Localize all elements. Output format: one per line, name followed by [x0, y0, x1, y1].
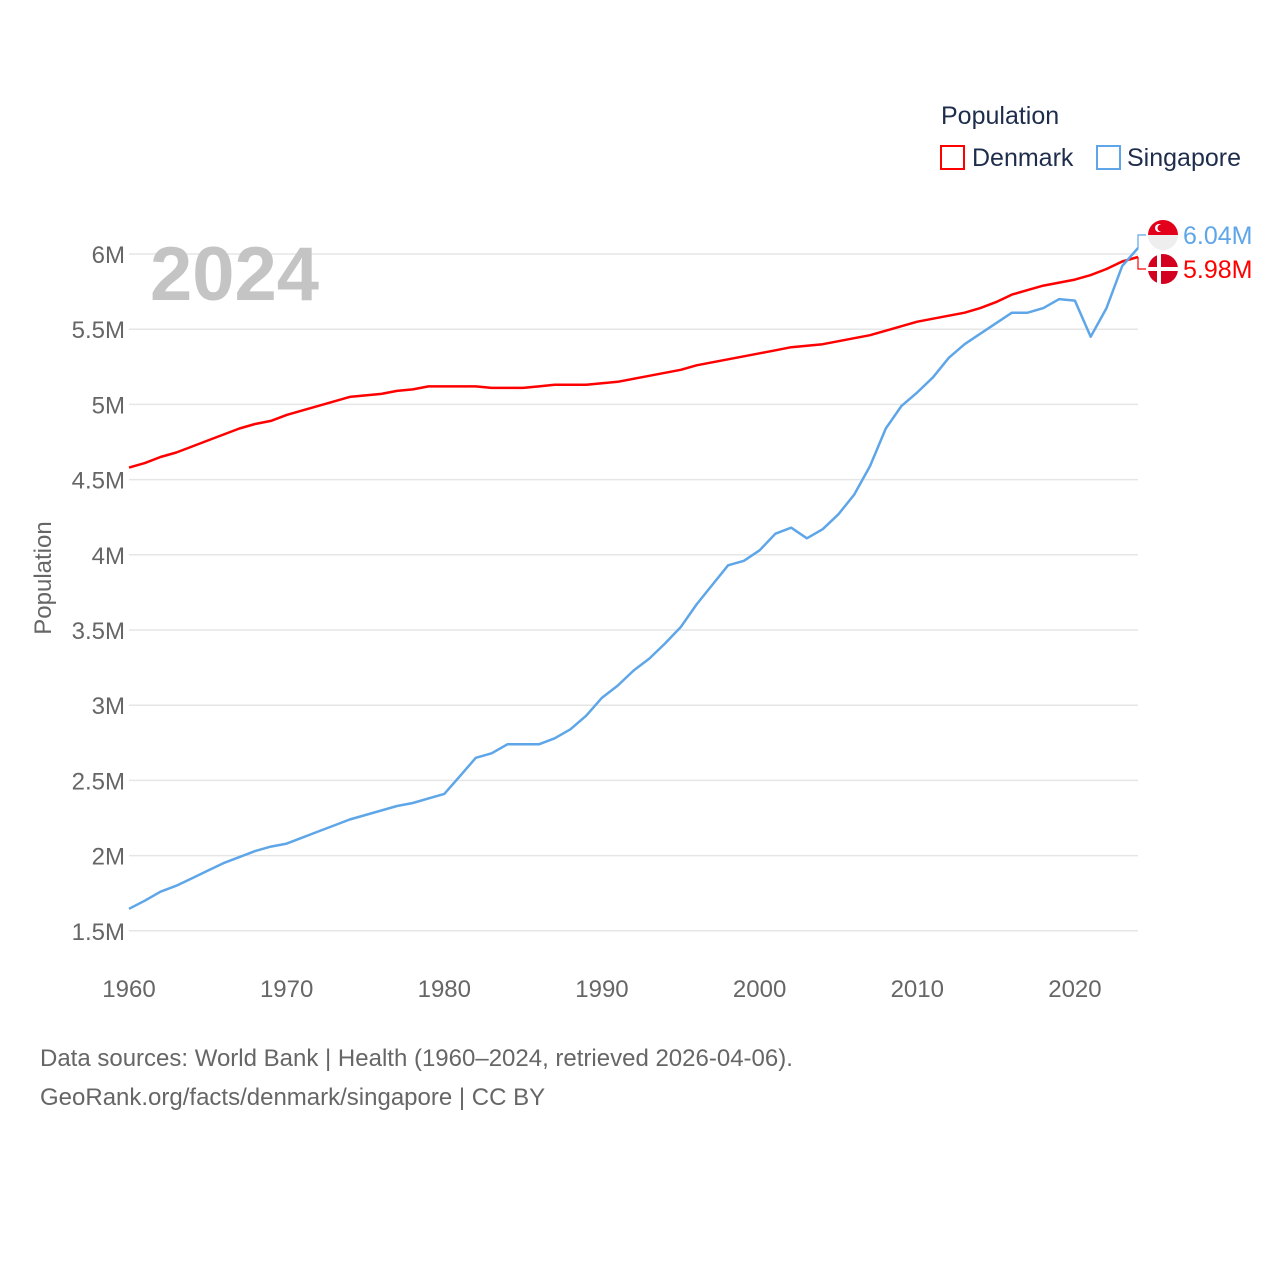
- y-tick-label: 1.5M: [72, 919, 125, 946]
- legend-swatch-denmark: [940, 145, 965, 170]
- y-tick-label: 3M: [92, 693, 125, 720]
- legend-title: Population: [941, 102, 1059, 130]
- legend-item-denmark[interactable]: Denmark: [940, 144, 1074, 172]
- legend: Population Denmark Singapore: [940, 102, 1241, 172]
- legend-item-singapore[interactable]: Singapore: [1096, 144, 1241, 172]
- x-tick-label: 2000: [733, 976, 786, 1003]
- y-tick-label: 5.5M: [72, 317, 125, 344]
- footer-attribution: GeoRank.org/facts/denmark/singapore | CC…: [40, 1084, 546, 1111]
- x-tick-label: 2010: [891, 976, 944, 1003]
- y-tick-label: 6M: [92, 242, 125, 269]
- series-line-denmark[interactable]: [128, 255, 1139, 469]
- y-tick-label: 2.5M: [72, 768, 125, 795]
- series-lines: [128, 247, 1139, 910]
- legend-swatch-singapore: [1096, 145, 1121, 170]
- y-tick-label: 2M: [92, 844, 125, 871]
- y-axis-ticks: 1.5M 2M 2.5M 3M 3.5M 4M 4.5M 5M 5.5M 6M: [72, 242, 125, 946]
- gridlines: [129, 253, 1138, 932]
- y-tick-label: 3.5M: [72, 618, 125, 645]
- end-value-singapore: 6.04M: [1183, 222, 1252, 250]
- y-axis-label: Population: [30, 521, 57, 634]
- x-tick-label: 2020: [1048, 976, 1101, 1003]
- end-label-connector: [1137, 257, 1146, 270]
- x-tick-label: 1960: [102, 976, 155, 1003]
- series-line-singapore[interactable]: [128, 247, 1139, 910]
- x-axis-ticks: 1960 1970 1980 1990 2000 2010 2020: [102, 976, 1101, 1003]
- x-tick-label: 1970: [260, 976, 313, 1003]
- end-labels: 5.98M 6.04M: [1137, 220, 1252, 284]
- y-tick-label: 4M: [92, 543, 125, 570]
- end-value-denmark: 5.98M: [1183, 256, 1252, 284]
- denmark-flag-icon: [1148, 254, 1178, 284]
- legend-label-singapore: Singapore: [1127, 144, 1241, 172]
- year-watermark: 2024: [150, 232, 319, 317]
- x-tick-label: 1990: [575, 976, 628, 1003]
- end-label-connector: [1137, 234, 1146, 248]
- x-tick-label: 1980: [418, 976, 471, 1003]
- singapore-flag-icon: [1148, 220, 1178, 250]
- y-tick-label: 5M: [92, 392, 125, 419]
- legend-label-denmark: Denmark: [972, 144, 1074, 172]
- y-tick-label: 4.5M: [72, 468, 125, 495]
- footer-sources: Data sources: World Bank | Health (1960–…: [40, 1045, 793, 1072]
